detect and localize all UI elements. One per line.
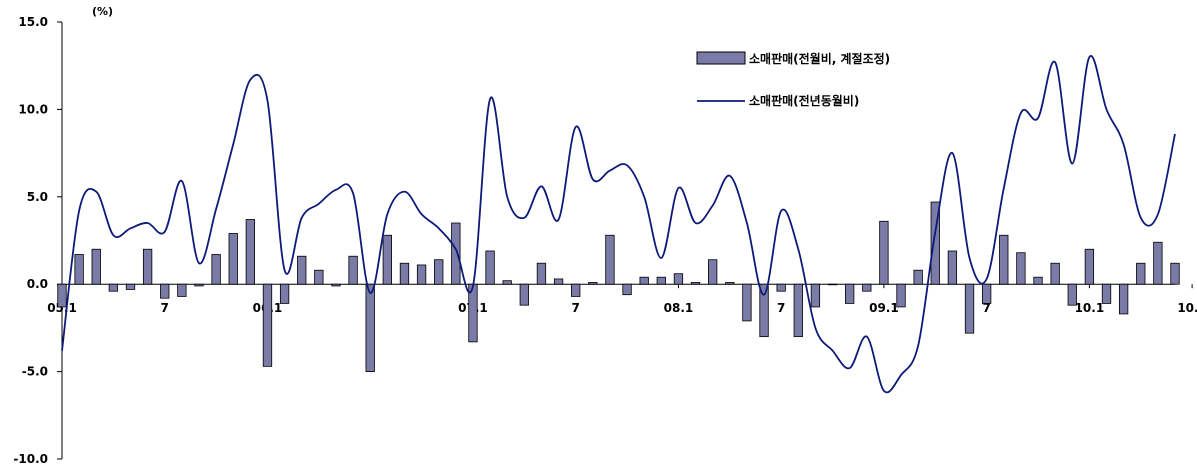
- bar: [245, 219, 256, 285]
- bar: [125, 283, 136, 290]
- bar: [1101, 283, 1112, 304]
- bar: [314, 269, 324, 285]
- bar: [365, 283, 375, 373]
- legend-bar-swatch: [696, 51, 746, 65]
- bar: [690, 282, 701, 285]
- y-tick-label: -10.0: [13, 452, 48, 466]
- x-tick-label: 7: [982, 301, 990, 315]
- bar: [999, 234, 1009, 285]
- bar: [776, 283, 786, 292]
- legend: 소매판매(전월비, 계절조정) 소매판매(전년동월비): [696, 51, 890, 108]
- bar: [228, 233, 238, 285]
- x-tick-label: 7: [161, 301, 169, 315]
- bar: [142, 248, 153, 285]
- bar: [759, 283, 769, 338]
- bar: [827, 283, 838, 286]
- bar: [742, 283, 752, 322]
- bar: [451, 222, 461, 285]
- bar: [194, 283, 204, 287]
- bar: [622, 283, 632, 296]
- legend-line-label: 소매판매(전년동월비): [749, 93, 859, 108]
- x-tick-label: 08.1: [664, 301, 694, 315]
- y-ticks: 15.0 10.0 5.0 0.0 -5.0 -10.0: [13, 15, 62, 466]
- bar-series: [57, 201, 1180, 373]
- yoy-line-series: [61, 55, 1176, 394]
- y-unit-label: (%): [92, 5, 113, 18]
- bar: [1136, 262, 1146, 285]
- y-tick-label: -5.0: [22, 365, 48, 379]
- bar: [1050, 262, 1060, 285]
- bar: [673, 273, 684, 285]
- bar: [262, 283, 273, 367]
- x-tick-label: 7: [777, 301, 785, 315]
- bar: [297, 255, 307, 285]
- bar: [708, 259, 718, 285]
- bar: [399, 262, 410, 285]
- bar: [502, 280, 512, 285]
- bar: [553, 278, 564, 285]
- bar: [588, 282, 598, 285]
- bar: [725, 282, 735, 285]
- bar: [1153, 241, 1163, 285]
- bar: [896, 283, 906, 308]
- bar: [348, 255, 358, 285]
- axes: 15.010.05.00.0-5.0-10.0 05.1706.1707.170…: [13, 5, 1197, 466]
- bar: [845, 283, 855, 304]
- bar: [91, 248, 101, 285]
- bar: [1016, 252, 1026, 285]
- bar: [964, 283, 975, 334]
- bar: [57, 283, 67, 308]
- bar: [947, 250, 958, 285]
- bar: [793, 283, 803, 338]
- bar: [382, 234, 392, 285]
- bar: [160, 283, 170, 299]
- y-tick-label: 10.0: [18, 102, 48, 116]
- bar: [536, 262, 547, 285]
- bar: [1170, 262, 1180, 285]
- y-tick-label: 15.0: [18, 15, 48, 29]
- x-tick-label: 10.1: [1075, 301, 1105, 315]
- bar: [862, 283, 872, 292]
- bar: [879, 220, 889, 285]
- bar: [1118, 283, 1129, 315]
- x-tick-label: 05.1: [47, 301, 77, 315]
- bar: [930, 201, 940, 285]
- bar: [177, 283, 187, 297]
- bar: [108, 283, 119, 292]
- y-tick-label: 5.0: [27, 190, 48, 204]
- y-tick-label: 0.0: [27, 277, 48, 291]
- bar: [434, 259, 444, 285]
- bar: [1067, 283, 1077, 306]
- bar: [605, 234, 615, 285]
- x-tick-label: 09.1: [869, 301, 899, 315]
- bar: [519, 283, 529, 306]
- legend-bar-label: 소매판매(전월비, 계절조정): [749, 51, 890, 66]
- x-tick-label: 10.7: [1177, 301, 1197, 315]
- bar: [485, 250, 495, 285]
- bar: [981, 283, 992, 304]
- bar: [639, 276, 649, 285]
- bar: [211, 254, 221, 285]
- bar: [1033, 276, 1043, 285]
- x-tick-label: 7: [572, 301, 580, 315]
- bar: [331, 283, 341, 287]
- bar: [1084, 248, 1095, 285]
- bar: [74, 254, 84, 285]
- bar: [810, 283, 821, 308]
- bar: [279, 283, 290, 304]
- bar: [913, 269, 923, 285]
- bar: [571, 283, 581, 297]
- bar: [416, 264, 427, 285]
- bar: [656, 276, 666, 285]
